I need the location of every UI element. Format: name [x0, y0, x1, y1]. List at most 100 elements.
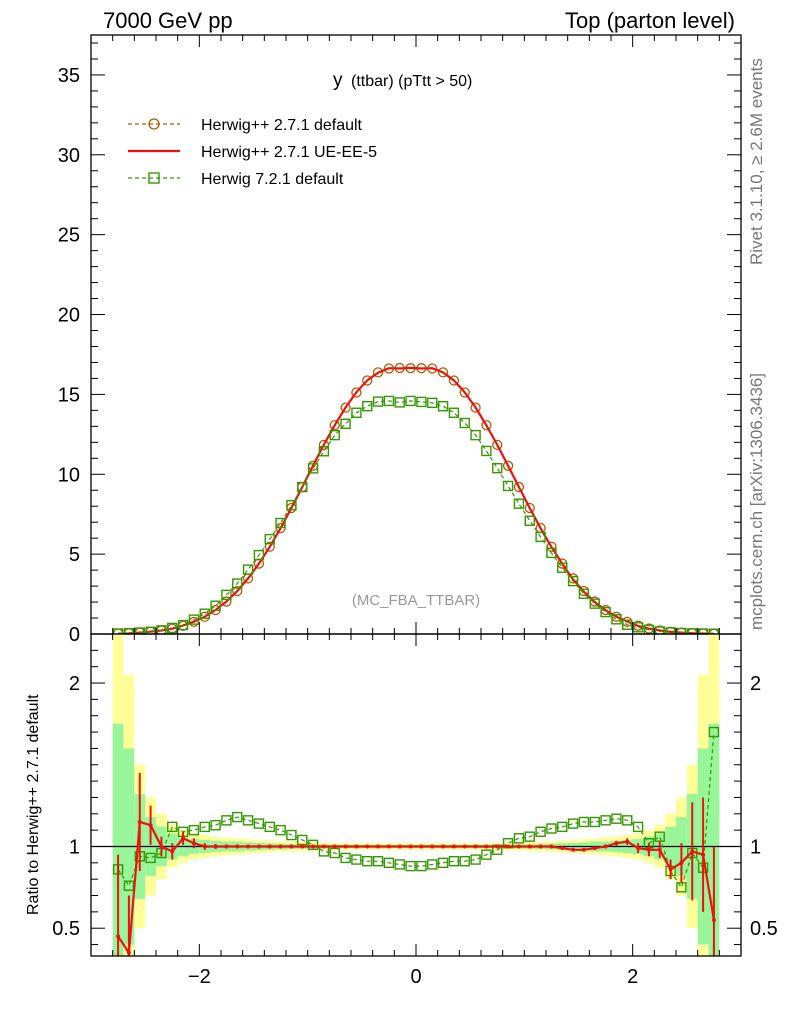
- ratio-data-point: [170, 849, 175, 854]
- ratio-series-errorbar: [116, 772, 716, 956]
- ratio-data-point: [321, 844, 326, 849]
- ratio-data-point: [441, 844, 446, 849]
- main-data-point: [600, 606, 611, 618]
- ratio-data-point: [267, 844, 272, 849]
- legend-marker: [148, 172, 160, 184]
- ratio-data-point: [581, 847, 586, 852]
- ratio-data-point: [202, 844, 207, 849]
- ratio-y-axis-label: Ratio to Herwig++ 2.7.1 default: [25, 694, 42, 915]
- ratio-data-point: [159, 844, 164, 849]
- ratio-data-point: [622, 815, 633, 826]
- main-data-point: [134, 627, 145, 634]
- ratio-data-point: [549, 844, 554, 849]
- main-data-point: [275, 517, 286, 529]
- ratio-data-point: [278, 844, 283, 849]
- ratio-data-point: [167, 821, 178, 833]
- main-data-point: [221, 589, 232, 601]
- main-data-point: [372, 396, 384, 407]
- x-tick-label: −2: [188, 966, 211, 988]
- legend-label: Herwig++ 2.7.1 default: [201, 117, 363, 134]
- ratio-data-point: [473, 844, 478, 849]
- ratio-data-point: [300, 844, 305, 849]
- legend-marker: [148, 118, 160, 130]
- main-y-tick-label: 35: [58, 65, 80, 87]
- main-data-point: [557, 562, 568, 573]
- legend-entry: Herwig 7.2.1 default: [128, 171, 344, 188]
- ratio-data-point: [524, 831, 535, 842]
- ratio-data-point: [397, 844, 402, 849]
- mcplots-source-label: mcplots.cern.ch [arXiv:1306.3436]: [747, 373, 766, 630]
- ratio-series-line: [117, 732, 715, 889]
- legend-entry: Herwig++ 2.7.1 default: [128, 117, 363, 134]
- ratio-data-point: [632, 821, 644, 833]
- ratio-data-point: [567, 818, 579, 829]
- ratio-data-point: [286, 829, 297, 841]
- main-data-point: [221, 596, 232, 607]
- ratio-data-point: [354, 844, 359, 849]
- ratio-data-point: [495, 844, 500, 849]
- ratio-data-point: [408, 844, 413, 849]
- analysis-watermark: (MC_FBA_TTBAR): [352, 592, 480, 609]
- ratio-data-point: [462, 844, 467, 849]
- band-inner-bin: [112, 723, 124, 956]
- ratio-data-point: [246, 844, 251, 849]
- main-data-point: [362, 401, 373, 412]
- main-data-point: [167, 622, 178, 634]
- ratio-data-point: [481, 849, 492, 860]
- main-data-point: [448, 407, 460, 418]
- ratio-data-point: [264, 821, 275, 833]
- ratio-data-point: [116, 934, 121, 939]
- main-data-point: [459, 387, 470, 398]
- ratio-data-point: [419, 844, 424, 849]
- ratio-y-tick-label-right: 1: [750, 836, 761, 858]
- band-inner-bin: [708, 723, 720, 956]
- main-data-point: [448, 375, 460, 386]
- main-data-point: [242, 564, 254, 575]
- ratio-data-point: [679, 860, 684, 865]
- main-data-point: [535, 531, 546, 543]
- main-data-point: [643, 624, 655, 634]
- ratio-data-point: [181, 836, 186, 841]
- ratio-data-point: [213, 844, 218, 849]
- main-data-point: [502, 460, 514, 471]
- main-data-point: [123, 628, 135, 634]
- main-data-point: [513, 498, 525, 509]
- ratio-y-tick-label: 2: [69, 673, 80, 695]
- ratio-data-point: [386, 844, 391, 849]
- ratio-data-point: [527, 844, 532, 849]
- ratio-y-tick-label: 1: [69, 836, 80, 858]
- main-plot-frame: [90, 34, 742, 635]
- main-data-point: [188, 614, 200, 625]
- main-y-tick-label: 20: [58, 305, 80, 327]
- ratio-data-point: [332, 844, 337, 849]
- x-tick-label: 2: [627, 966, 638, 988]
- ratio-data-point: [253, 818, 265, 829]
- main-data-point: [394, 397, 405, 408]
- main-data-point: [318, 439, 330, 451]
- ratio-data-point: [646, 847, 651, 852]
- ratio-data-point: [516, 844, 521, 849]
- main-data-point: [340, 418, 351, 429]
- main-series-line: [118, 400, 714, 634]
- main-data-point: [210, 600, 221, 611]
- main-y-tick-label: 25: [58, 225, 80, 247]
- rivet-version-label: Rivet 3.1.10, ≥ 2.6M events: [747, 58, 766, 265]
- ratio-data-point: [405, 860, 416, 872]
- main-data-point: [286, 500, 297, 511]
- ratio-data-point: [557, 821, 568, 833]
- ratio-data-point: [611, 813, 622, 824]
- ratio-data-point: [459, 855, 470, 867]
- main-data-point: [502, 480, 514, 492]
- plot-title-sub: (ttbar) (pTtt > 50): [351, 73, 472, 90]
- ratio-data-point: [188, 824, 200, 836]
- ratio-data-point: [343, 844, 348, 849]
- main-data-point: [177, 619, 189, 631]
- ratio-data-point: [235, 844, 240, 849]
- main-data-point: [567, 575, 579, 587]
- main-data-point: [329, 429, 340, 441]
- ratio-data-point: [538, 844, 543, 849]
- main-data-point: [492, 462, 503, 474]
- main-data-point: [307, 463, 319, 474]
- ratio-data-point: [506, 844, 511, 849]
